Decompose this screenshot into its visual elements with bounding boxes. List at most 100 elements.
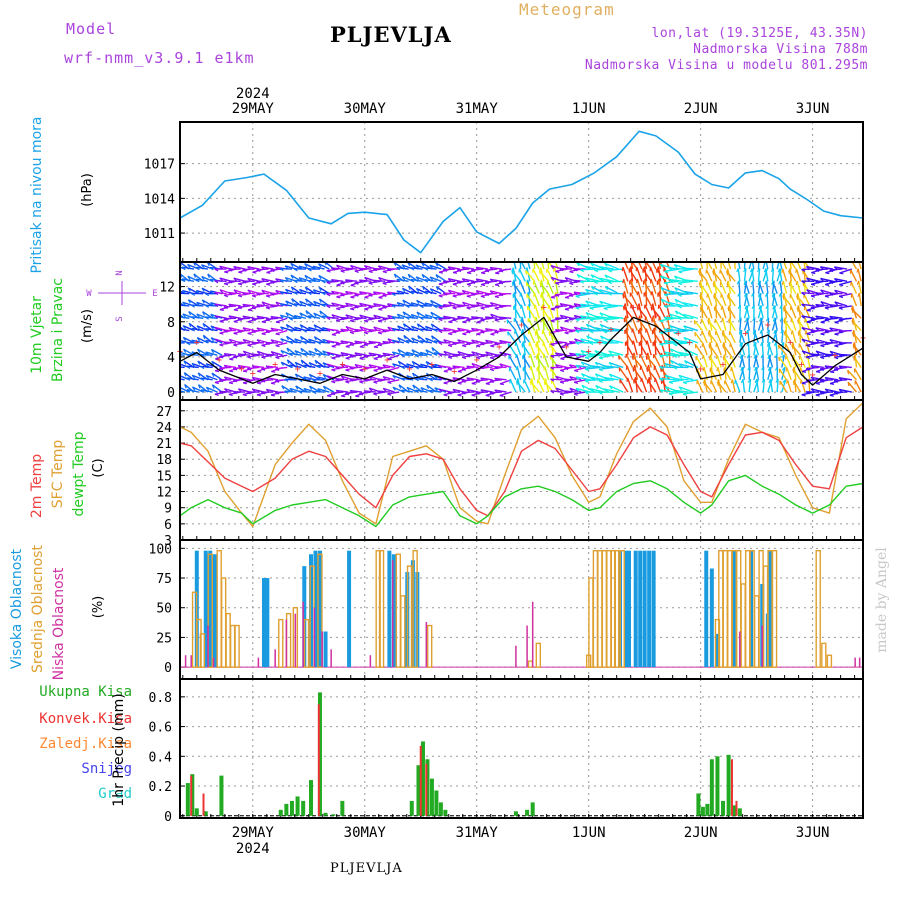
wind-arrow <box>354 352 367 356</box>
wind-arrowhead <box>247 367 252 371</box>
wind-arrow <box>761 342 764 356</box>
cloud-high-bar <box>715 633 720 668</box>
wind-arrow <box>251 317 265 320</box>
precip-total-bar <box>530 802 535 816</box>
wind-arrow <box>529 380 540 393</box>
wind-arrowhead <box>308 338 312 343</box>
bottom-day-label: 31MAY <box>456 825 499 841</box>
wind-arrowhead <box>214 291 219 296</box>
wind-gust-marker: + <box>787 338 793 349</box>
wind-arrowhead <box>419 340 424 344</box>
wind-arrowhead <box>489 278 494 283</box>
page-title: PLJEVLJA <box>330 22 452 47</box>
wind-arrow <box>673 389 689 393</box>
wind-arrowhead <box>773 329 776 334</box>
wind-arrowhead <box>674 287 678 292</box>
wind-arrowhead <box>411 349 415 354</box>
wind-arrow <box>265 365 279 369</box>
wind-arrowhead <box>223 329 228 333</box>
wind-arrowhead <box>819 368 825 371</box>
wind-arrowhead <box>247 321 252 324</box>
wind-arrowhead <box>599 324 604 329</box>
wind-arrowhead <box>284 288 289 293</box>
wind-arrow <box>746 317 750 331</box>
wind-arrowhead <box>251 353 256 357</box>
wind-arrowhead <box>815 350 820 355</box>
wind-arrowhead <box>590 274 594 279</box>
wind-arrowhead <box>214 315 219 319</box>
wind-arrowhead <box>683 348 688 353</box>
wind-arrow <box>205 327 218 332</box>
wind-arrowhead <box>340 282 345 285</box>
wind-arrowhead <box>804 330 807 335</box>
wind-arrow <box>180 268 181 270</box>
wind-arrowhead <box>349 390 354 394</box>
wind-arrowhead <box>682 279 687 283</box>
top-day-label: 30MAY <box>344 101 387 117</box>
wind-arrowhead <box>191 328 196 332</box>
wind-arrowhead <box>559 393 564 396</box>
wind-arrow <box>815 303 829 307</box>
wind-arrowhead <box>550 320 555 323</box>
wind-arrow <box>851 293 858 307</box>
wind-arrowhead <box>377 332 383 335</box>
wind-arrowhead <box>345 381 350 384</box>
wind-arrow <box>804 318 811 331</box>
wind-arrowhead <box>801 292 806 296</box>
wind-arrow <box>349 342 363 345</box>
wind-arrow <box>564 354 577 357</box>
wind-arrow <box>187 287 199 295</box>
precip-total-bar <box>194 808 199 816</box>
wind-arrowhead <box>279 268 284 272</box>
wind-arrow <box>205 374 218 381</box>
precip-total-bar <box>284 803 289 816</box>
wind-arrowhead <box>494 307 499 311</box>
wind-arrowhead <box>237 353 242 357</box>
wind-arrowhead <box>448 344 453 348</box>
wind-arrowhead <box>829 281 834 284</box>
wind-arrowhead <box>193 273 197 278</box>
wind-arrow <box>533 280 540 294</box>
wind-arrowhead <box>242 292 247 296</box>
wind-arrowhead <box>520 319 523 324</box>
wind-arrowhead <box>838 388 843 393</box>
wind-arrowhead <box>336 308 341 311</box>
wind-arrow <box>205 351 218 356</box>
precip-convective-bar <box>419 745 422 816</box>
wind-arrowhead <box>649 279 652 284</box>
wind-arrowhead <box>598 368 603 372</box>
wind-arrowhead <box>443 315 447 320</box>
wind-arrowhead <box>569 282 574 286</box>
wind-arrow <box>345 290 358 295</box>
wind-arrow <box>228 303 241 307</box>
wind-arrow <box>303 352 316 356</box>
wind-arrow <box>838 292 852 298</box>
wind-arrow <box>359 302 372 307</box>
wind-arrowhead <box>228 280 233 284</box>
wind-arrowhead <box>772 317 776 322</box>
wind-arrowhead <box>173 366 176 368</box>
wind-arrow <box>781 367 786 380</box>
wind-arrow <box>377 342 391 346</box>
wind-arrowhead <box>288 329 294 333</box>
wind-arrow <box>779 280 783 294</box>
wind-arrow <box>728 318 736 331</box>
wind-arrow <box>539 282 550 295</box>
wind-arrow <box>838 317 852 321</box>
wind-arrow <box>645 328 652 344</box>
precip-convective-bar <box>317 704 320 816</box>
wind-arrow <box>678 386 694 393</box>
wind-arrowhead <box>599 300 603 305</box>
wind-arrowhead <box>810 318 815 322</box>
precip-total-bar <box>737 808 742 816</box>
wind-arrow <box>683 302 698 307</box>
wind-arrowhead <box>214 370 220 373</box>
wind-arrowhead <box>768 366 771 372</box>
wind-arrowhead <box>668 290 673 295</box>
cloud-mid-bar <box>601 549 608 668</box>
wind-arrowhead <box>358 267 364 272</box>
wind-arrow <box>461 366 474 370</box>
wind-arrowhead <box>424 314 429 319</box>
wind-arrow <box>196 266 209 270</box>
wind-arrowhead <box>196 337 201 342</box>
